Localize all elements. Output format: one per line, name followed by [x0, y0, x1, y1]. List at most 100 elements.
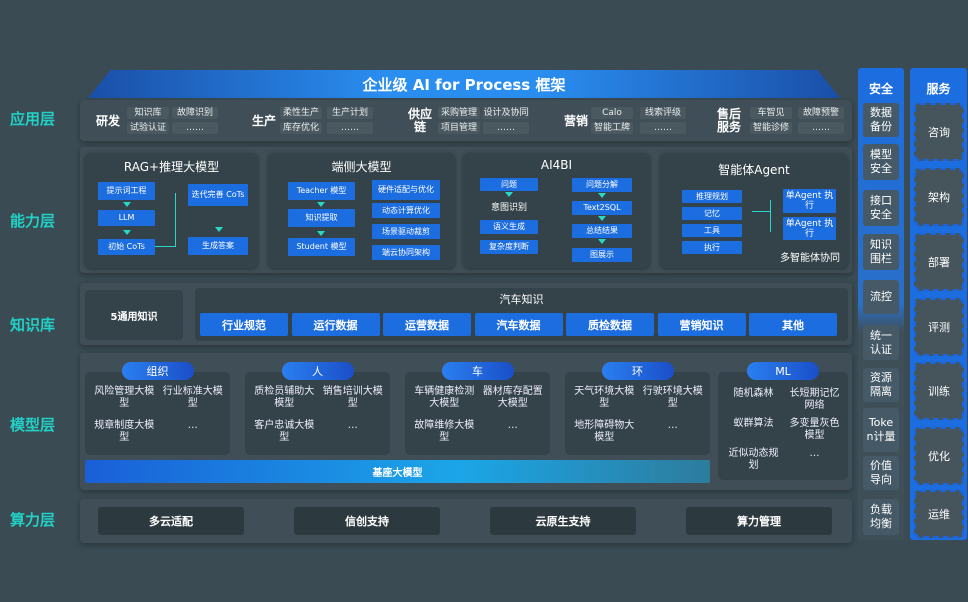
arrow-down-icon — [598, 216, 606, 221]
model-panel-3 — [565, 372, 710, 455]
model-item: … — [667, 420, 678, 431]
security-item[interactable]: 数据备份 — [863, 103, 899, 137]
arrow-down-icon — [598, 193, 606, 198]
model-panel-1 — [245, 372, 390, 455]
app-group-2: 供应链 — [407, 107, 432, 134]
flow-box: 知识提取 — [288, 209, 355, 227]
app-item[interactable]: 智能工牌 — [591, 122, 633, 134]
layer-label-knowledge: 知识库 — [10, 316, 56, 334]
flow-box: 硬件适配与优化 — [372, 180, 440, 200]
model-item: 质检员辅助大模型 — [254, 386, 315, 409]
model-panel-2 — [405, 372, 550, 455]
service-item[interactable]: 评测 — [914, 298, 964, 356]
app-group-0: 研发 — [95, 113, 120, 128]
model-category-tag: ML — [747, 362, 819, 380]
service-item[interactable]: 部署 — [914, 233, 964, 291]
app-item[interactable]: …… — [798, 122, 844, 134]
panel-edge-model: 端侧大模型 Teacher 模型 知识提取 Student 模型 硬件适配与优化… — [268, 153, 455, 268]
model-item: … — [507, 420, 518, 431]
services-title: 服务 — [926, 82, 951, 96]
app-item[interactable]: Calo — [591, 107, 633, 119]
compute-item[interactable]: 多云适配 — [98, 507, 244, 535]
knowledge-item[interactable]: 营销知识 — [657, 313, 746, 336]
flow-box: 工具 — [682, 224, 742, 237]
app-item[interactable]: 知识库 — [127, 107, 169, 119]
security-item[interactable]: 统一认证 — [863, 325, 899, 360]
panel-title: RAG+推理大模型 — [123, 160, 220, 174]
model-item: 器材库存配置大模型 — [482, 386, 543, 409]
service-item[interactable]: 运维 — [914, 490, 964, 538]
security-item[interactable]: 接口安全 — [863, 190, 899, 226]
service-item[interactable]: 咨询 — [914, 103, 964, 161]
security-item[interactable]: 价值导向 — [863, 456, 899, 490]
app-item[interactable]: 故障识别 — [172, 107, 218, 119]
security-item[interactable]: Token计量 — [863, 408, 899, 452]
arrow-down-icon — [317, 231, 325, 236]
knowledge-item[interactable]: 其他 — [749, 313, 837, 336]
app-item[interactable]: 线索评级 — [640, 107, 686, 119]
knowledge-item[interactable]: 汽车数据 — [474, 313, 563, 336]
security-title: 安全 — [868, 82, 893, 96]
security-item[interactable]: 知识围栏 — [863, 234, 899, 270]
flow-box: 记忆 — [682, 207, 742, 220]
app-item[interactable]: …… — [640, 122, 686, 134]
app-band — [80, 100, 852, 141]
model-category-tag: 组织 — [121, 362, 194, 380]
general-knowledge: 5通用知识 — [85, 290, 183, 340]
arrow-down-icon — [123, 230, 131, 235]
arrow-down-icon — [317, 202, 325, 207]
app-item[interactable]: 故障预警 — [798, 107, 844, 119]
flow-box: 提示词工程 — [98, 182, 155, 200]
app-item[interactable]: 库存优化 — [280, 122, 322, 134]
security-item[interactable]: 负载均衡 — [863, 499, 899, 535]
panel-rag: RAG+推理大模型 提示词工程 LLM 初始 CoTs 迭代完善 CoTs 生成… — [85, 153, 258, 268]
model-item: … — [187, 420, 198, 431]
flow-box: 问题 — [480, 178, 538, 191]
knowledge-item[interactable]: 质检数据 — [566, 313, 654, 336]
compute-item[interactable]: 信创支持 — [294, 507, 440, 535]
app-item[interactable]: 车智见 — [750, 107, 792, 119]
app-item[interactable]: 项目管理 — [438, 122, 480, 134]
app-item[interactable]: 采购管理 — [438, 107, 480, 119]
auto-knowledge-title: 汽车知识 — [499, 293, 544, 306]
model-category-tag: 人 — [281, 362, 354, 380]
app-item[interactable]: 智能诊修 — [750, 122, 792, 134]
flow-box: 图展示 — [572, 248, 632, 262]
knowledge-item[interactable]: 运行数据 — [291, 313, 380, 336]
knowledge-item[interactable]: 行业规范 — [200, 313, 288, 336]
layer-label-capability: 能力层 — [10, 212, 56, 230]
arrow-down-icon — [215, 227, 223, 232]
app-item[interactable]: 设计及协同 — [483, 107, 529, 119]
arrow-down-icon — [505, 192, 513, 197]
security-item[interactable]: 模型安全 — [863, 144, 899, 180]
security-item[interactable]: 资源隔离 — [863, 368, 899, 402]
model-item: 风险管理大模型 — [94, 386, 155, 409]
app-item[interactable]: 柔性生产 — [280, 107, 322, 119]
model-item: 销售培训大模型 — [322, 386, 383, 409]
compute-item[interactable]: 算力管理 — [686, 507, 832, 535]
app-item[interactable]: 试验认证 — [127, 122, 169, 134]
service-item[interactable]: 优化 — [914, 427, 964, 485]
flow-box: 端云协同架构 — [372, 245, 440, 260]
app-item[interactable]: …… — [172, 122, 218, 134]
compute-item[interactable]: 云原生支持 — [490, 507, 636, 535]
panel-title: 端侧大模型 — [331, 160, 392, 174]
security-item[interactable]: 流控 — [863, 280, 899, 314]
service-item[interactable]: 训练 — [914, 362, 964, 420]
flow-box: 总结结果 — [572, 224, 632, 238]
model-item: 客户忠诚大模型 — [254, 420, 315, 443]
flow-box: 执行 — [682, 241, 742, 254]
app-item[interactable]: …… — [327, 122, 373, 134]
flow-box: 推理规划 — [682, 190, 742, 203]
flow-box: Text2SQL — [572, 201, 632, 215]
model-category-tag: 环 — [601, 362, 674, 380]
framework-title: 企业级 AI for Process 框架 — [88, 70, 840, 98]
service-item[interactable]: 架构 — [914, 168, 964, 226]
app-item[interactable]: …… — [483, 122, 529, 134]
flow-box: Student 模型 — [288, 238, 355, 256]
flow-box: Teacher 模型 — [288, 182, 355, 200]
app-item[interactable]: 生产计划 — [327, 107, 373, 119]
flow-box: 迭代完善 CoTs — [188, 184, 248, 206]
knowledge-item[interactable]: 运营数据 — [383, 313, 471, 336]
flow-box: 单Agent 执行 — [783, 217, 836, 240]
